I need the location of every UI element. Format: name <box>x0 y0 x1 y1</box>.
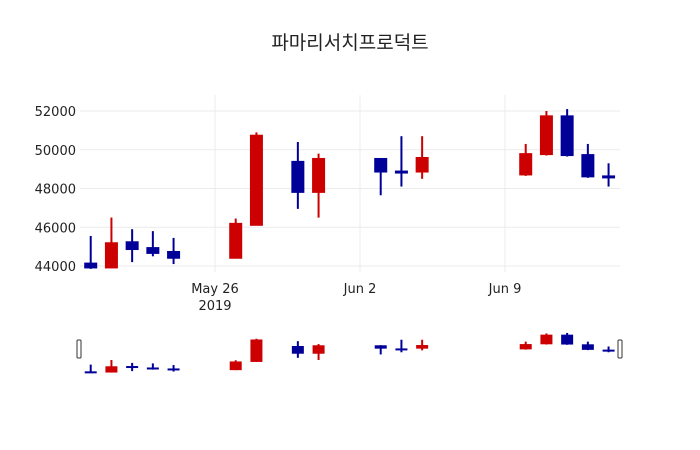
candle <box>519 143 533 176</box>
mini-candle <box>540 333 553 345</box>
mini-candle <box>561 332 574 345</box>
mini-candle <box>374 345 387 355</box>
x-axis: May 26 2019 Jun 2 Jun 9 <box>191 282 521 314</box>
candle <box>394 136 408 187</box>
candle <box>104 217 118 269</box>
chart-title: 파마리서치프로덕트 <box>271 32 429 54</box>
candles-main <box>84 109 616 269</box>
candle <box>312 153 326 218</box>
y-axis: 44000 46000 48000 50000 52000 <box>35 105 76 275</box>
candle <box>229 218 243 259</box>
candle <box>581 143 595 178</box>
mini-candle <box>126 362 139 372</box>
candle <box>539 111 553 156</box>
mini-candle <box>519 341 532 350</box>
range-slider[interactable] <box>76 332 623 374</box>
y-tick-label: 48000 <box>35 183 76 198</box>
mini-candle <box>84 364 97 374</box>
mini-candle <box>395 339 408 353</box>
candle <box>374 157 388 196</box>
mini-candle <box>581 341 594 351</box>
mini-candle <box>291 341 304 358</box>
candle <box>560 109 574 157</box>
x-tick-label: Jun 9 <box>488 282 522 297</box>
candle <box>146 231 160 257</box>
mini-candle <box>167 365 180 372</box>
x-tick-year: 2019 <box>198 299 231 314</box>
mini-candle <box>146 363 159 370</box>
mini-candle <box>312 344 325 360</box>
candle <box>415 136 429 179</box>
candle <box>167 237 181 265</box>
mini-candle <box>229 360 242 371</box>
candle <box>125 229 139 263</box>
gridlines <box>80 95 620 272</box>
mini-candle <box>250 338 263 362</box>
candle <box>602 163 616 187</box>
x-tick-label: May 26 <box>191 282 239 297</box>
y-tick-label: 46000 <box>35 221 76 236</box>
mini-candle <box>602 346 615 353</box>
range-slider-right-handle[interactable] <box>617 339 623 359</box>
y-tick-label: 50000 <box>35 144 76 159</box>
candle <box>249 132 263 226</box>
mini-candle <box>416 339 429 351</box>
x-tick-label: Jun 2 <box>343 282 377 297</box>
range-slider-left-handle[interactable] <box>76 339 82 359</box>
y-tick-label: 44000 <box>35 260 76 275</box>
candle <box>84 235 98 269</box>
candle <box>291 142 305 209</box>
mini-candle <box>105 360 118 373</box>
y-tick-label: 52000 <box>35 105 76 120</box>
